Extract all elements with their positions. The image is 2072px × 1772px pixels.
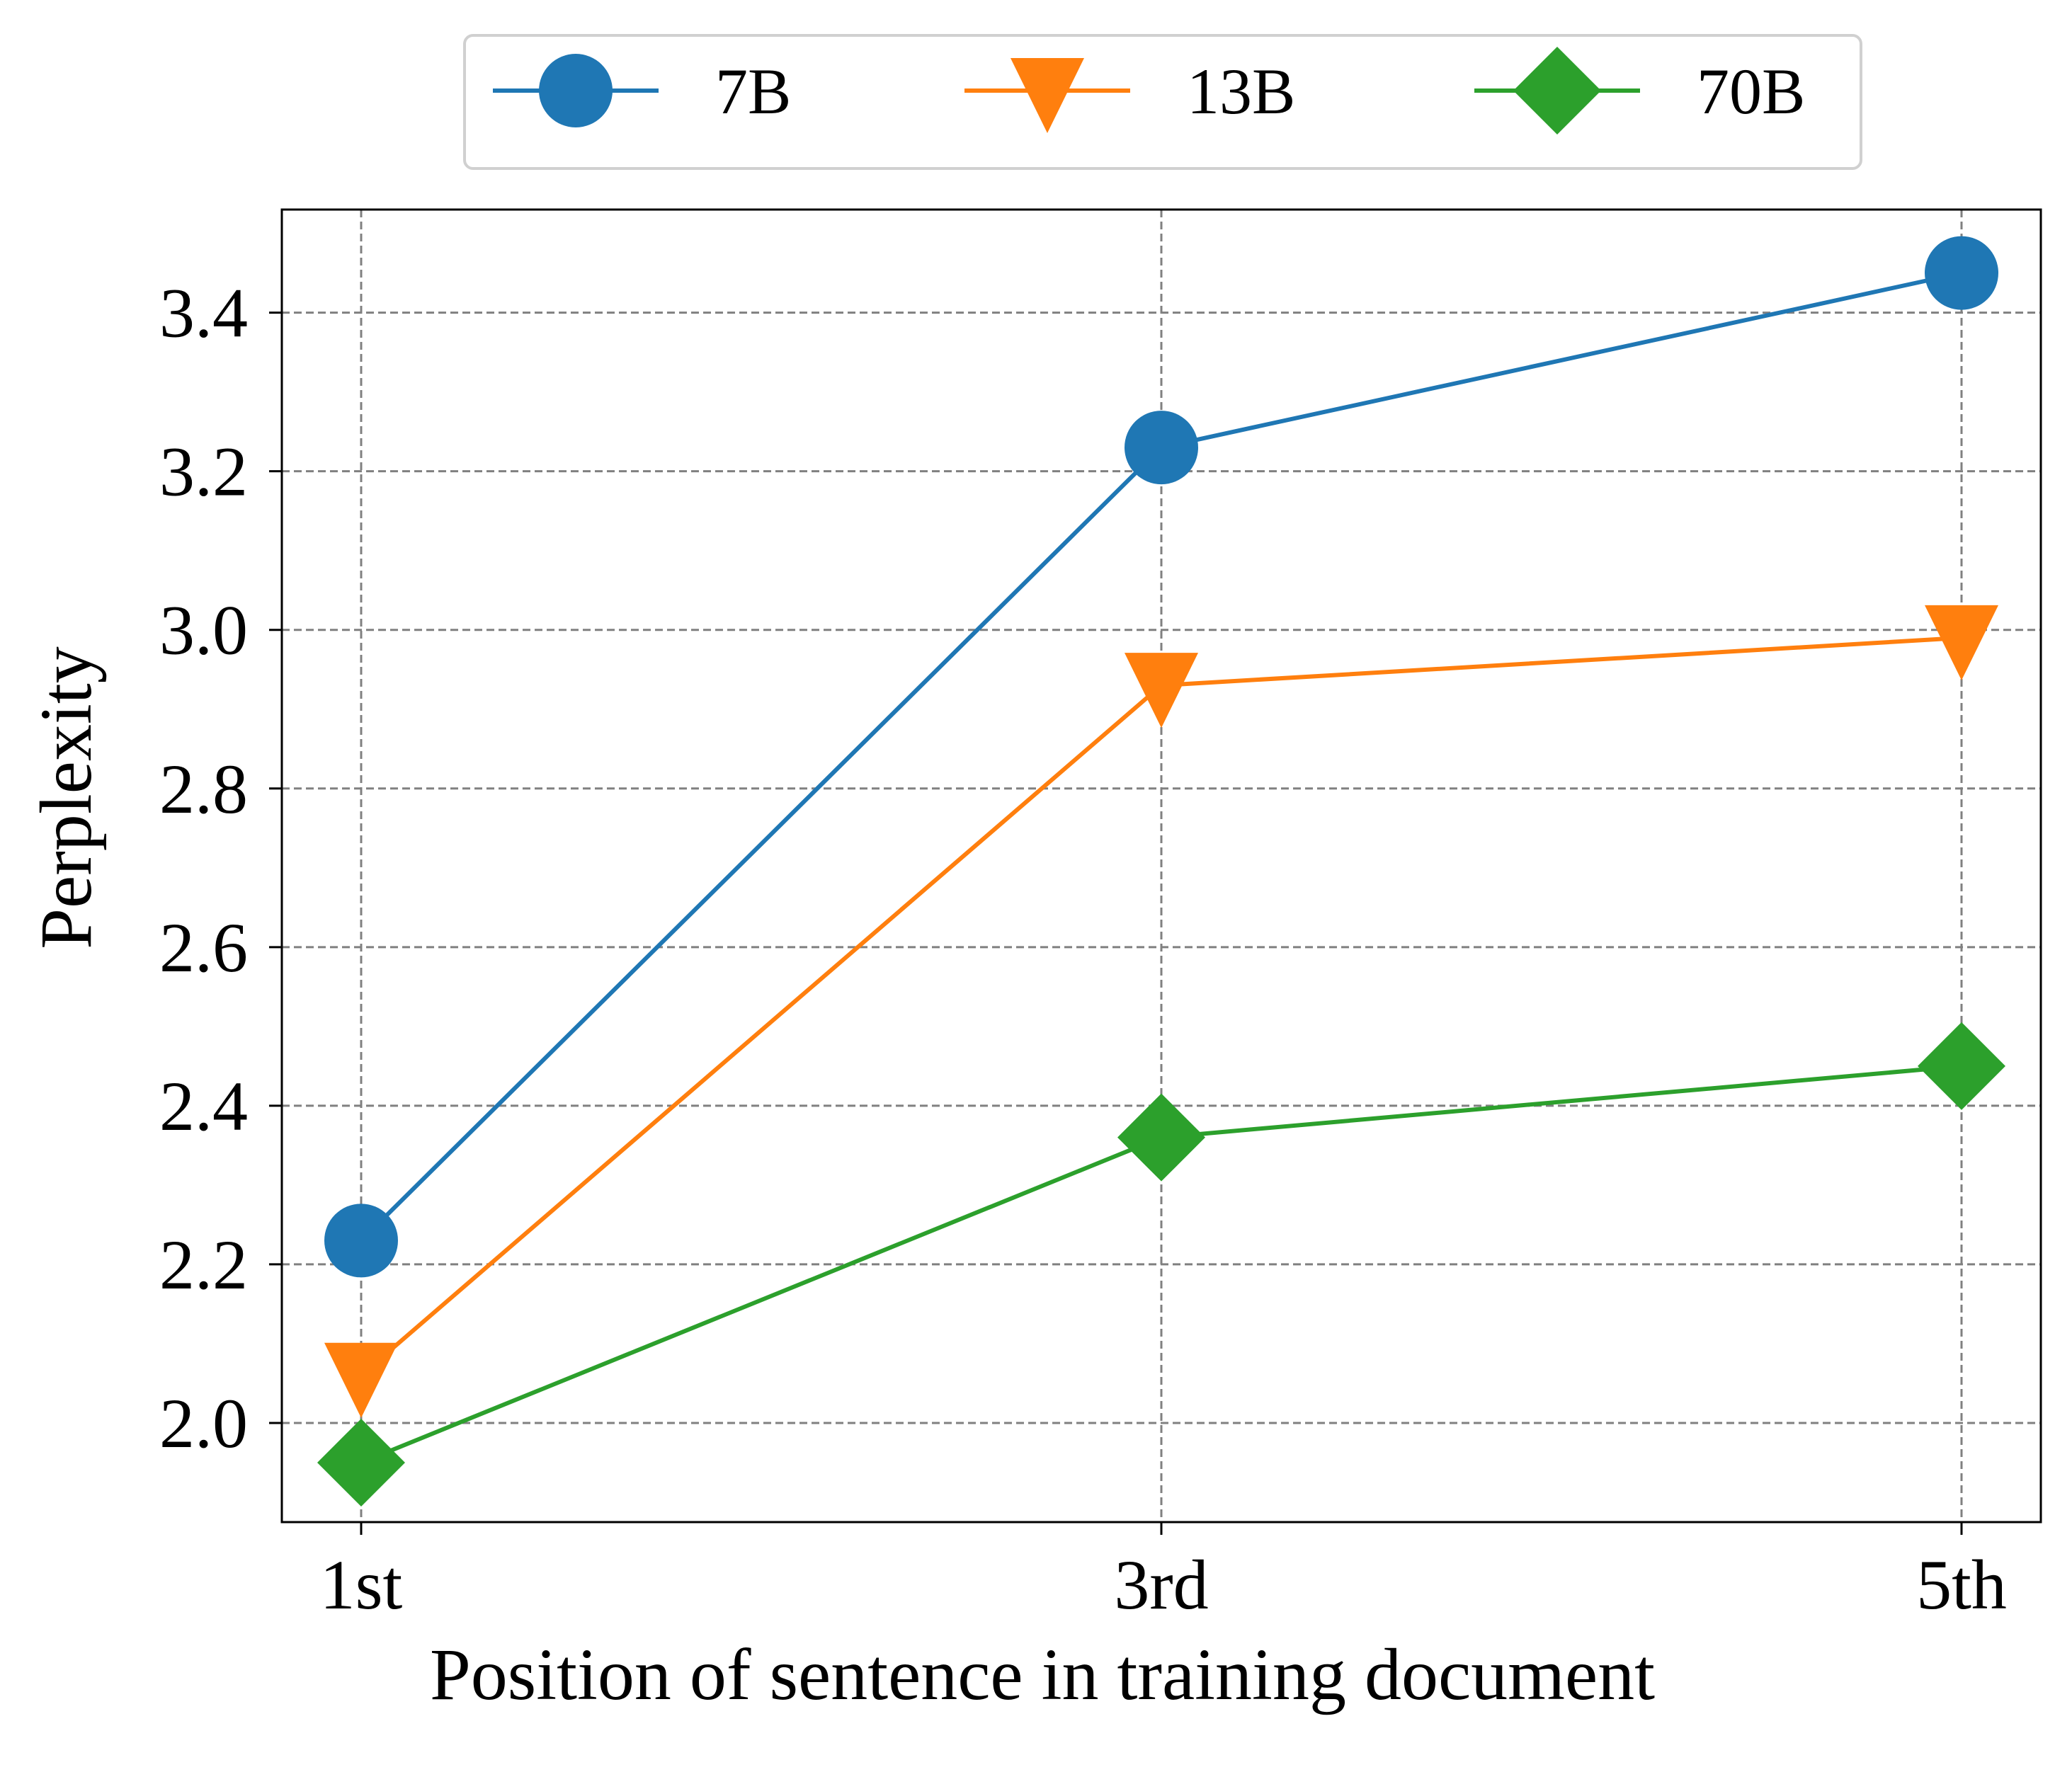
legend-frame: [463, 34, 1862, 170]
y-tick-label: 2.2: [159, 1225, 248, 1304]
y-tick-label: 2.8: [159, 750, 248, 828]
x-axis-label: Position of sentence in training documen…: [430, 1634, 1655, 1715]
series-2: [317, 1022, 2005, 1507]
data-point: [1925, 605, 1998, 680]
ticks: 1st 3rd 5th 2.0 2.2 2.4 2.6 2.8 3.0 3.2 3.4: [159, 274, 2007, 1624]
legend-marker: [539, 54, 613, 127]
data-point: [324, 1342, 398, 1418]
x-tick-label: 1st: [320, 1545, 403, 1624]
y-tick-label: 2.0: [159, 1384, 248, 1463]
series-layer: [317, 236, 2005, 1507]
data-point: [1125, 653, 1198, 728]
y-tick-label: 2.4: [159, 1067, 248, 1145]
legend-label: 7B: [715, 55, 791, 127]
y-tick-label: 3.0: [159, 591, 248, 670]
legend-entry: 70B: [1474, 47, 1805, 135]
data-point: [1125, 411, 1198, 485]
data-point: [1925, 236, 1998, 310]
data-point: [324, 1204, 398, 1278]
x-tick-label: 3rd: [1114, 1545, 1208, 1624]
legend: 7B 13B 70B: [463, 34, 1862, 170]
legend-entry: 7B: [493, 54, 791, 127]
legend-entry: 13B: [964, 55, 1295, 133]
legend-marker: [1011, 58, 1084, 133]
legend-marker: [1513, 47, 1601, 135]
grid: [282, 210, 2041, 1522]
legend-label: 13B: [1187, 55, 1295, 127]
y-tick-label: 3.2: [159, 433, 248, 511]
y-tick-label: 3.4: [159, 274, 248, 353]
x-tick-label: 5th: [1916, 1545, 2007, 1624]
series-1: [324, 605, 1998, 1418]
data-point: [317, 1418, 405, 1507]
data-point: [1918, 1022, 2005, 1110]
legend-label: 70B: [1697, 55, 1805, 127]
y-tick-label: 2.6: [159, 908, 248, 987]
data-point: [1117, 1093, 1205, 1182]
series-0: [324, 236, 1998, 1278]
y-axis-label: Perplexity: [25, 646, 107, 949]
